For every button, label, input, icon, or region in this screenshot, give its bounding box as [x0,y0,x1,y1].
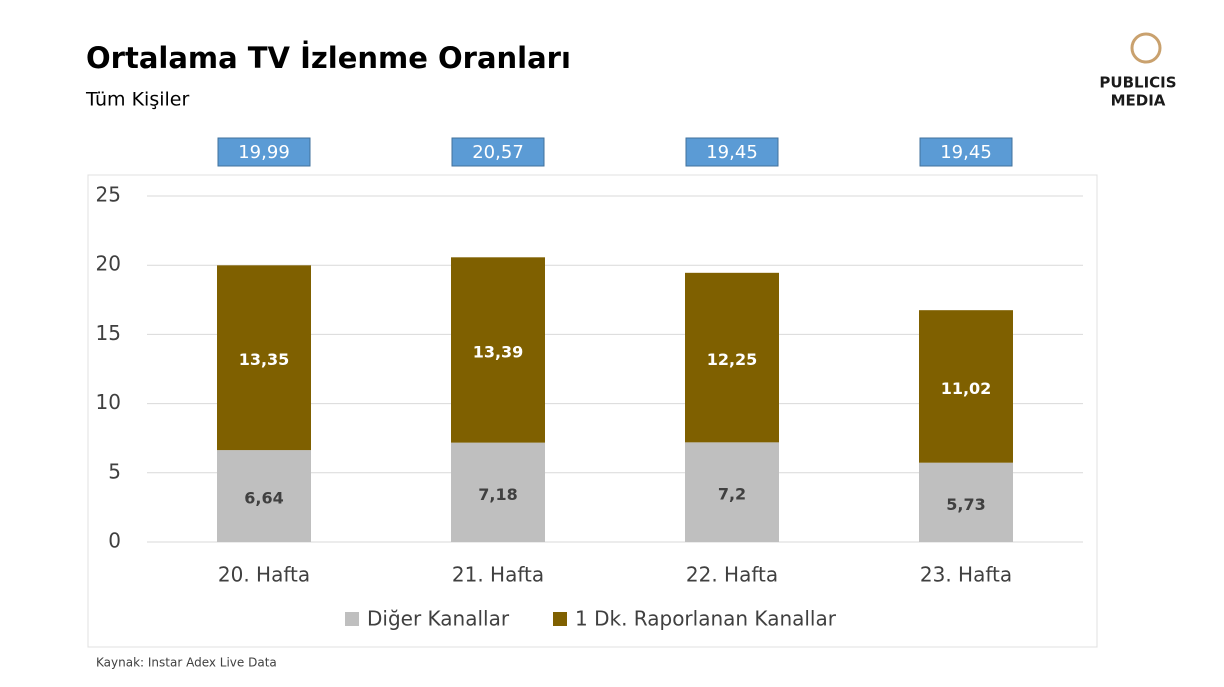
legend-swatch [553,612,567,626]
bar-segment [451,257,545,443]
x-tick-label: 23. Hafta [920,563,1012,587]
chart-subtitle: Tüm Kişiler [85,89,189,111]
value-label: 7,18 [478,485,517,504]
x-tick-label: 20. Hafta [218,563,310,587]
total-box [685,137,779,167]
y-tick-label: 10 [96,390,121,414]
bar-segment [451,442,545,542]
value-label: 13,39 [473,342,524,361]
legend-swatch [345,612,359,626]
logo: PUBLICIS MEDIA [1099,32,1177,110]
bar-segment [919,310,1013,463]
total-label: 19,45 [940,142,992,163]
value-label: 5,73 [946,495,985,514]
total-box [451,137,545,167]
total-label: 19,45 [706,142,758,163]
value-label: 7,2 [718,485,746,504]
total-box [217,137,311,167]
value-label: 6,64 [244,489,283,508]
logo-text: MEDIA [1111,92,1166,110]
chart-frame [87,174,1098,648]
bar-segment [217,450,311,542]
chart-title: Ortalama TV İzlenme Oranları [86,41,571,75]
bar-segment [685,442,779,542]
bar-segment [685,272,779,443]
y-tick-label: 20 [96,252,121,276]
bar-segment [919,462,1013,542]
source: Kaynak: Instar Adex Live Data [96,656,277,670]
value-label: 13,35 [239,350,290,369]
x-tick-label: 21. Hafta [452,563,544,587]
x-tick-label: 22. Hafta [686,563,778,587]
value-label: 11,02 [941,379,992,398]
bar-segment [217,265,311,451]
logo-text: PUBLICIS [1099,74,1176,92]
total-label: 20,57 [472,142,524,163]
total-box [919,137,1013,167]
y-tick-label: 0 [108,529,121,553]
legend-label: 1 Dk. Raporlanan Kanallar [575,607,837,631]
y-tick-label: 25 [96,183,121,207]
y-tick-label: 5 [108,459,121,483]
y-tick-label: 15 [96,321,121,345]
logo-icon [1130,32,1162,64]
total-label: 19,99 [238,142,290,163]
value-label: 12,25 [707,350,758,369]
legend-label: Diğer Kanallar [367,607,510,631]
